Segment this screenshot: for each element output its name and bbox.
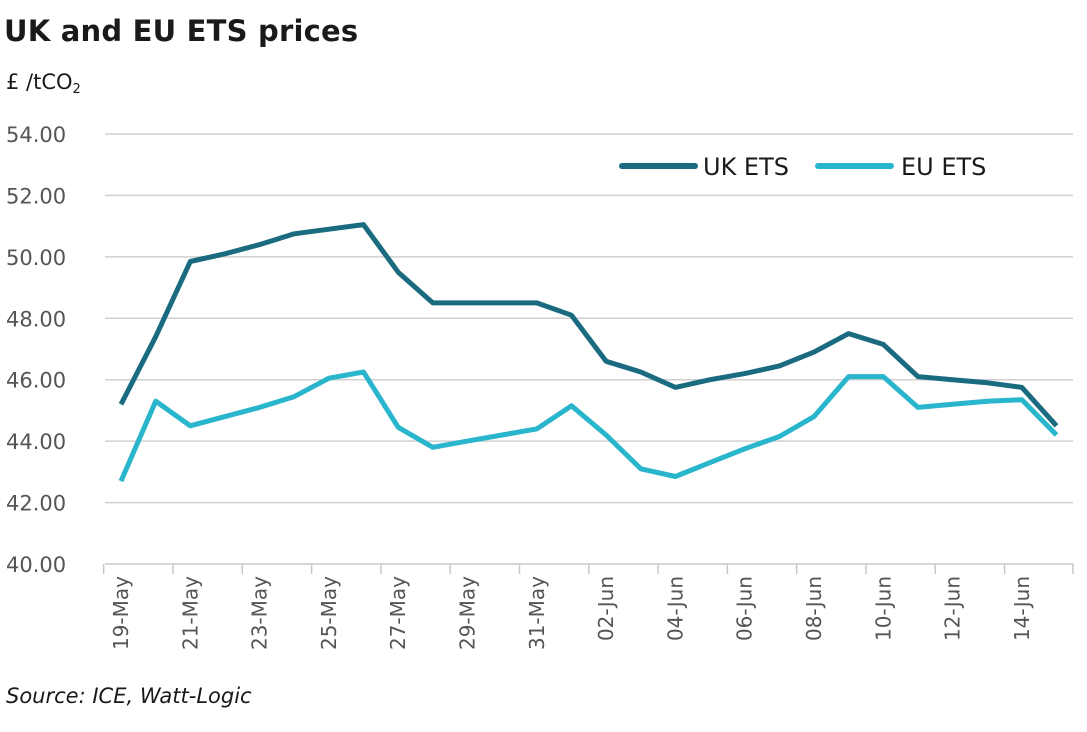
data-point	[500, 433, 505, 438]
data-point	[257, 405, 262, 410]
data-point	[119, 479, 124, 484]
data-point	[708, 377, 713, 382]
x-tick-label: 02-Jun	[594, 576, 618, 641]
y-tick-label: 42.00	[6, 492, 66, 516]
data-point	[812, 350, 817, 355]
y-tick-label: 40.00	[6, 553, 66, 577]
data-point	[361, 370, 366, 375]
series-lines	[118, 222, 1060, 484]
data-point	[1019, 397, 1024, 402]
x-tick-label: 23-May	[248, 576, 272, 650]
y-axis-unit-subscript: 2	[72, 82, 81, 97]
data-point	[881, 342, 886, 347]
data-point	[638, 370, 643, 375]
data-point	[777, 363, 782, 368]
data-point	[534, 300, 539, 305]
data-point	[396, 270, 401, 275]
data-point	[188, 259, 193, 264]
data-point	[638, 466, 643, 471]
data-point	[1054, 423, 1059, 428]
x-tick-label: 25-May	[317, 576, 341, 650]
data-point	[222, 414, 227, 419]
data-point	[985, 399, 990, 404]
x-tick-label: 29-May	[456, 576, 480, 650]
data-point	[950, 377, 955, 382]
data-point	[153, 399, 158, 404]
x-axis	[102, 563, 1074, 574]
data-point	[430, 445, 435, 450]
data-point	[604, 359, 609, 364]
y-axis-unit: £ /tCO2	[6, 70, 81, 97]
data-point	[777, 434, 782, 439]
y-tick-label: 52.00	[6, 184, 66, 208]
data-point	[361, 222, 366, 227]
data-point	[534, 426, 539, 431]
y-tick-label: 44.00	[6, 430, 66, 454]
data-point	[846, 374, 851, 379]
x-tick-label: 12-Jun	[941, 576, 965, 641]
data-point	[465, 439, 470, 444]
data-point	[742, 371, 747, 376]
data-point	[915, 405, 920, 410]
data-point	[569, 403, 574, 408]
data-point	[708, 460, 713, 465]
x-tick-label: 21-May	[178, 576, 202, 650]
data-point	[292, 231, 297, 236]
data-point	[569, 313, 574, 318]
data-point	[915, 374, 920, 379]
data-point	[326, 376, 331, 381]
x-tick-label: 04-Jun	[663, 576, 687, 641]
x-tick-label: 14-Jun	[1010, 576, 1034, 641]
legend-label: UK ETS	[703, 153, 789, 181]
data-point	[881, 374, 886, 379]
data-point	[465, 300, 470, 305]
data-point	[673, 385, 678, 390]
data-point	[119, 402, 124, 407]
gridlines	[105, 133, 1073, 504]
data-point	[257, 242, 262, 247]
legend-label: EU ETS	[901, 153, 986, 181]
series-line-eu-ets	[118, 369, 1059, 483]
y-tick-label: 46.00	[6, 369, 66, 393]
x-tick-label: 10-Jun	[871, 576, 895, 641]
data-point	[604, 433, 609, 438]
data-point	[950, 402, 955, 407]
x-tick-label: 31-May	[525, 576, 549, 650]
data-point	[673, 474, 678, 479]
legend: UK ETS EU ETS	[619, 153, 986, 181]
series-points	[119, 222, 1060, 428]
data-point	[1054, 433, 1059, 438]
source-note: Source: ICE, Watt-Logic	[6, 684, 252, 708]
data-point	[812, 414, 817, 419]
data-point	[188, 423, 193, 428]
data-point	[326, 227, 331, 232]
x-tick-label: 08-Jun	[802, 576, 826, 641]
x-tick-label: 06-Jun	[733, 576, 757, 641]
data-point	[153, 334, 158, 339]
data-point	[985, 380, 990, 385]
y-axis-unit-prefix: £ /tCO	[6, 70, 73, 94]
data-point	[846, 331, 851, 336]
x-tick-labels: 19-May 21-May 23-May 25-May 27-May 29-May 31-M…	[109, 576, 1034, 650]
x-tick-label: 27-May	[386, 576, 410, 650]
y-tick-labels: 40.00 42.00 44.00 46.00 48.00 50.00 52.00 54.00	[6, 123, 66, 577]
y-tick-label: 50.00	[6, 246, 66, 270]
data-point	[500, 300, 505, 305]
series-points	[119, 370, 1060, 484]
data-point	[1019, 385, 1024, 390]
series-line-uk-ets	[118, 222, 1059, 428]
data-point	[742, 446, 747, 451]
data-point	[292, 394, 297, 399]
y-tick-label: 54.00	[6, 123, 66, 147]
x-tick-label: 19-May	[109, 576, 133, 650]
data-point	[222, 251, 227, 256]
data-point	[396, 425, 401, 430]
data-point	[430, 300, 435, 305]
chart-title: UK and EU ETS prices	[4, 14, 359, 48]
y-tick-label: 48.00	[6, 307, 66, 331]
